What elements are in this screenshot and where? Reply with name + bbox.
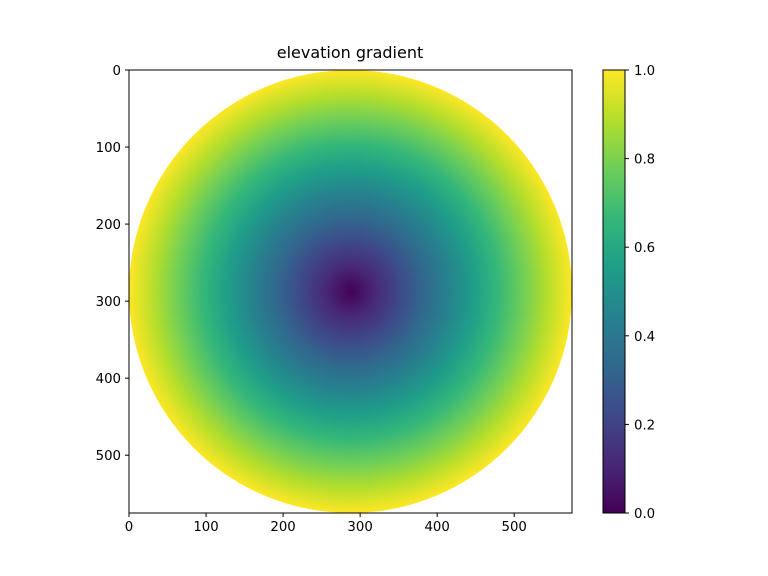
y-tick-label: 400 bbox=[96, 372, 121, 387]
colorbar-frame bbox=[602, 69, 626, 514]
x-tick-label: 400 bbox=[424, 520, 449, 535]
x-tick-label: 300 bbox=[347, 520, 372, 535]
colorbar-tick-label: 0.8 bbox=[634, 153, 655, 168]
x-tick-label: 100 bbox=[193, 520, 218, 535]
colorbar-ticks: 0.0 0.2 0.4 0.6 0.8 1.0 bbox=[625, 64, 655, 522]
chart-title: elevation gradient bbox=[277, 43, 424, 62]
x-tick-label: 500 bbox=[502, 520, 527, 535]
plot-area bbox=[128, 69, 573, 514]
colorbar-tick-label: 0.2 bbox=[634, 418, 655, 433]
colorbar-tick-label: 0.0 bbox=[634, 507, 655, 522]
colorbar-tick-label: 0.6 bbox=[634, 241, 655, 256]
y-tick-label: 100 bbox=[96, 141, 121, 156]
x-tick-label: 200 bbox=[270, 520, 295, 535]
x-axis: 0 100 200 300 400 500 bbox=[125, 513, 527, 535]
colorbar-tick-label: 0.4 bbox=[634, 330, 655, 345]
y-tick-label: 0 bbox=[113, 64, 121, 79]
radial-gradient-heatmap bbox=[129, 70, 572, 513]
colorbar-gradient bbox=[603, 70, 625, 513]
colorbar-tick-label: 1.0 bbox=[634, 64, 655, 79]
y-tick-label: 200 bbox=[96, 218, 121, 233]
y-tick-label: 300 bbox=[96, 295, 121, 310]
plot-frame bbox=[128, 69, 573, 514]
y-axis: 0 100 200 300 400 500 bbox=[96, 64, 129, 464]
y-tick-label: 500 bbox=[96, 449, 121, 464]
colorbar: 0.0 0.2 0.4 0.6 0.8 1.0 bbox=[602, 64, 655, 522]
x-tick-label: 0 bbox=[125, 520, 133, 535]
